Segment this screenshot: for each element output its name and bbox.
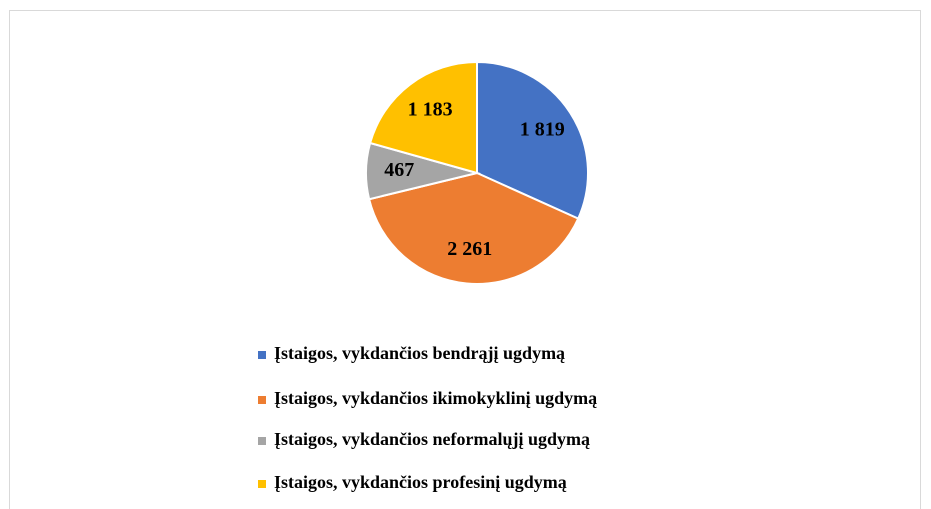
- data-label: 2 261: [447, 238, 492, 260]
- pie-slice: [368, 60, 478, 175]
- legend-label: Įstaigos, vykdančios bendrąjį ugdymą: [274, 343, 565, 363]
- data-label: 1 819: [520, 118, 565, 140]
- legend-marker: [258, 480, 266, 488]
- legend-marker: [258, 351, 266, 359]
- legend-marker: [258, 396, 266, 404]
- data-label: 1 183: [408, 99, 453, 121]
- legend-marker: [258, 437, 266, 445]
- legend-label: Įstaigos, vykdančios profesinį ugdymą: [274, 472, 567, 492]
- data-label: 467: [384, 159, 414, 181]
- pie-slice: [476, 60, 589, 220]
- legend-label: Įstaigos, vykdančios ikimokyklinį ugdymą: [274, 388, 597, 408]
- legend-label: Įstaigos, vykdančios neformalųjį ugdymą: [274, 429, 590, 449]
- pie-slice: [367, 171, 580, 285]
